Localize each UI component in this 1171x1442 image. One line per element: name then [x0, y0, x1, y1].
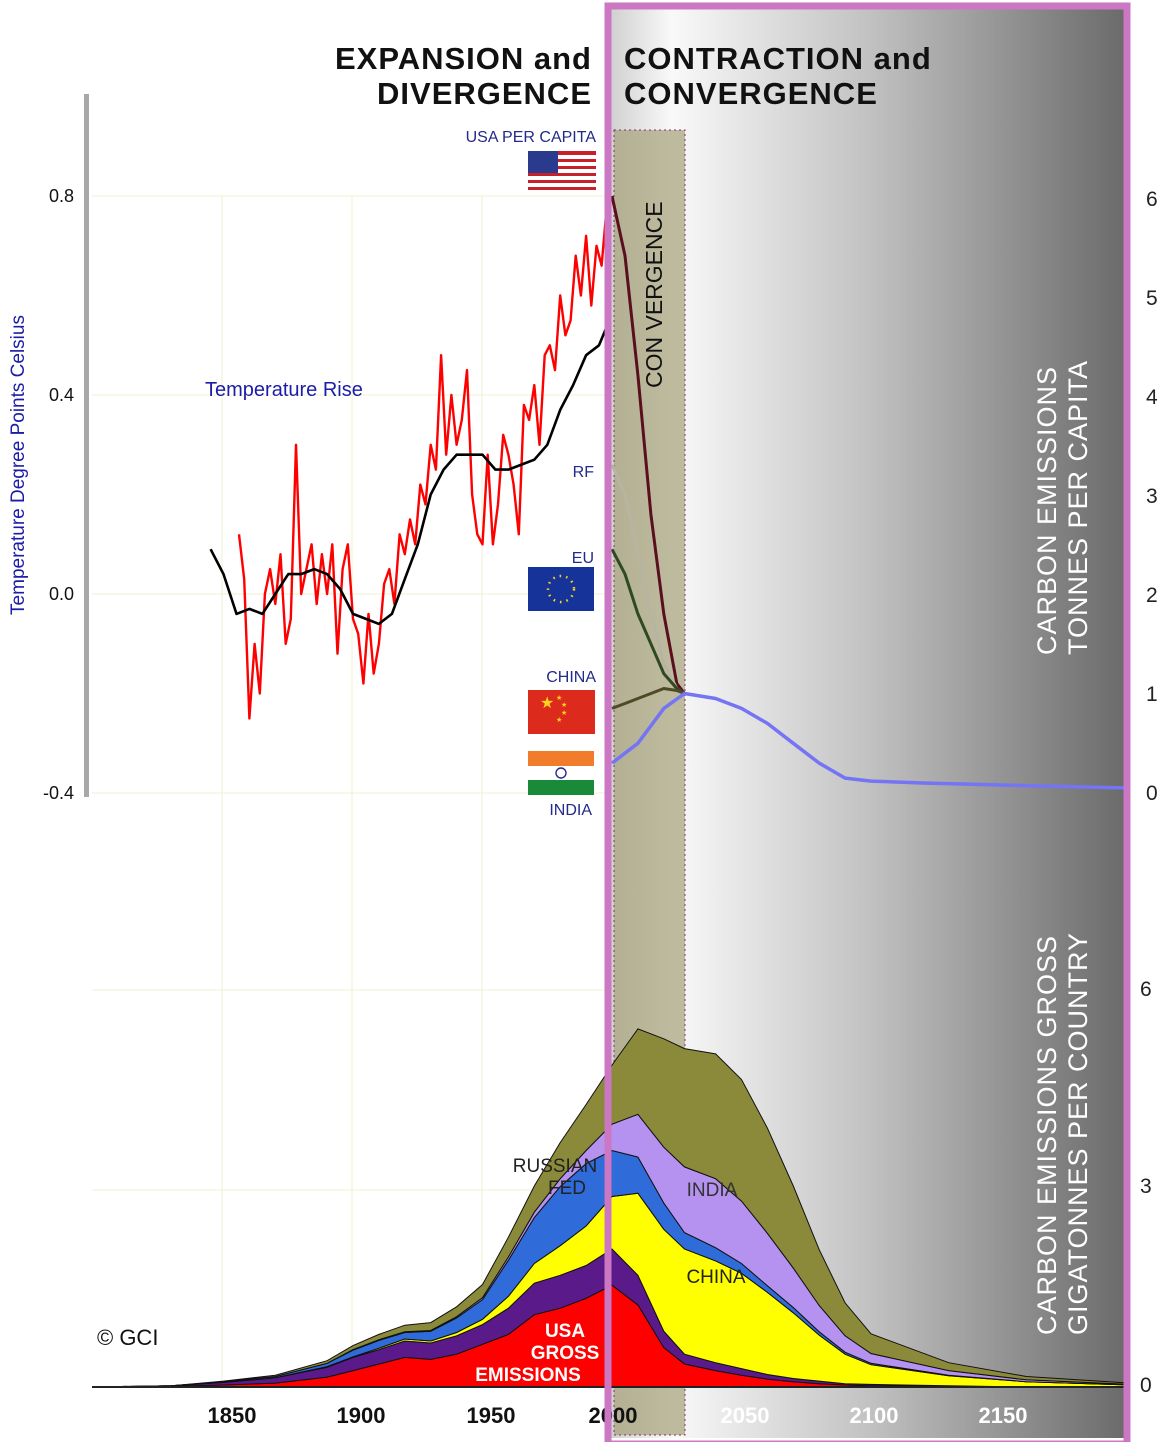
x-tick-1900: 1900: [337, 1403, 386, 1428]
x-tick-2050: 2050: [721, 1403, 770, 1428]
gross-title-line1: CARBON EMISSIONS GROSS: [1032, 935, 1062, 1335]
right-tick-5: 5: [1146, 287, 1158, 310]
china-flag-label: CHINA: [546, 669, 596, 686]
per-capita-title-line2: TONNES PER CAPITA: [1063, 360, 1093, 655]
india-flag: [528, 751, 594, 795]
right-tick-1: 1: [1146, 683, 1158, 706]
right-tick-6: 6: [1146, 188, 1158, 211]
eu-flag-label: EU: [572, 550, 594, 567]
rf-flag-label: RF: [573, 464, 595, 481]
per-capita-lines: [610, 195, 1131, 790]
right-tick-0: 0: [1146, 782, 1158, 805]
header-left-line2: DIVERGENCE: [377, 76, 592, 111]
russian-fed-label-line2: FED: [548, 1178, 586, 1199]
temperature-smooth-line: [209, 319, 611, 626]
china-flag: ★ ★ ★ ★ ★: [528, 690, 595, 734]
convergence-label: CON VERGENCE: [641, 201, 667, 388]
usa-flag-label: USA PER CAPITA: [466, 129, 597, 146]
right-tick-2: 2: [1146, 584, 1158, 607]
right-tick-gt-0: 0: [1140, 1374, 1152, 1397]
left-axis-bar: [84, 94, 89, 797]
left-tick-0-4: 0.4: [49, 385, 74, 405]
header-left-line1: EXPANSION and: [335, 41, 592, 76]
svg-text:★: ★: [561, 701, 567, 709]
usa-per-capita-line: [610, 195, 686, 695]
usa-area-label: USA: [545, 1321, 585, 1342]
grid: [92, 195, 605, 1385]
usa-area-label-line2: GROSS: [531, 1343, 600, 1364]
left-tick-0-0: 0.0: [49, 584, 74, 604]
temperature-line: [237, 204, 611, 720]
gross-title-line2: GIGATONNES PER COUNTRY: [1063, 932, 1093, 1335]
india-flag-label: INDIA: [549, 802, 592, 819]
left-axis-title: Temperature Degree Points Celsius: [8, 315, 29, 615]
svg-text:★: ★: [540, 695, 554, 712]
x-tick-2100: 2100: [850, 1403, 899, 1428]
china-area-label: CHINA: [686, 1267, 745, 1288]
india-area-label: INDIA: [687, 1180, 738, 1201]
china-per-capita-line: [611, 687, 686, 710]
contraction-frame: [604, 2, 1131, 1442]
right-tick-gt-3: 3: [1140, 1175, 1152, 1198]
eu-flag: [528, 567, 594, 611]
right-tick-4: 4: [1146, 386, 1158, 409]
eu-per-capita-line: [610, 548, 686, 695]
svg-text:★: ★: [561, 709, 567, 717]
india-per-capita-line: [610, 691, 1131, 790]
russian-fed-label: RUSSIAN: [513, 1156, 597, 1177]
usa-flag: [528, 151, 596, 195]
x-tick-2000: 2000: [589, 1403, 638, 1428]
copyright-label: © GCI: [97, 1325, 158, 1350]
right-tick-gt-6: 6: [1140, 978, 1152, 1001]
x-tick-1950: 1950: [467, 1403, 516, 1428]
left-tick-neg-0-4: -0.4: [43, 783, 74, 803]
left-tick-0-8: 0.8: [49, 186, 74, 206]
svg-text:★: ★: [556, 716, 562, 724]
right-tick-3: 3: [1146, 485, 1158, 508]
x-tick-1850: 1850: [208, 1403, 257, 1428]
x-tick-2150: 2150: [979, 1403, 1028, 1428]
header-right-line2: CONVERGENCE: [624, 76, 878, 111]
per-capita-title-line1: CARBON EMISSIONS: [1032, 366, 1062, 655]
temperature-label: Temperature Rise: [205, 379, 363, 401]
usa-area-label-line3: EMISSIONS: [475, 1365, 581, 1386]
header-right-line1: CONTRACTION and: [624, 41, 932, 76]
svg-text:★: ★: [556, 694, 562, 702]
